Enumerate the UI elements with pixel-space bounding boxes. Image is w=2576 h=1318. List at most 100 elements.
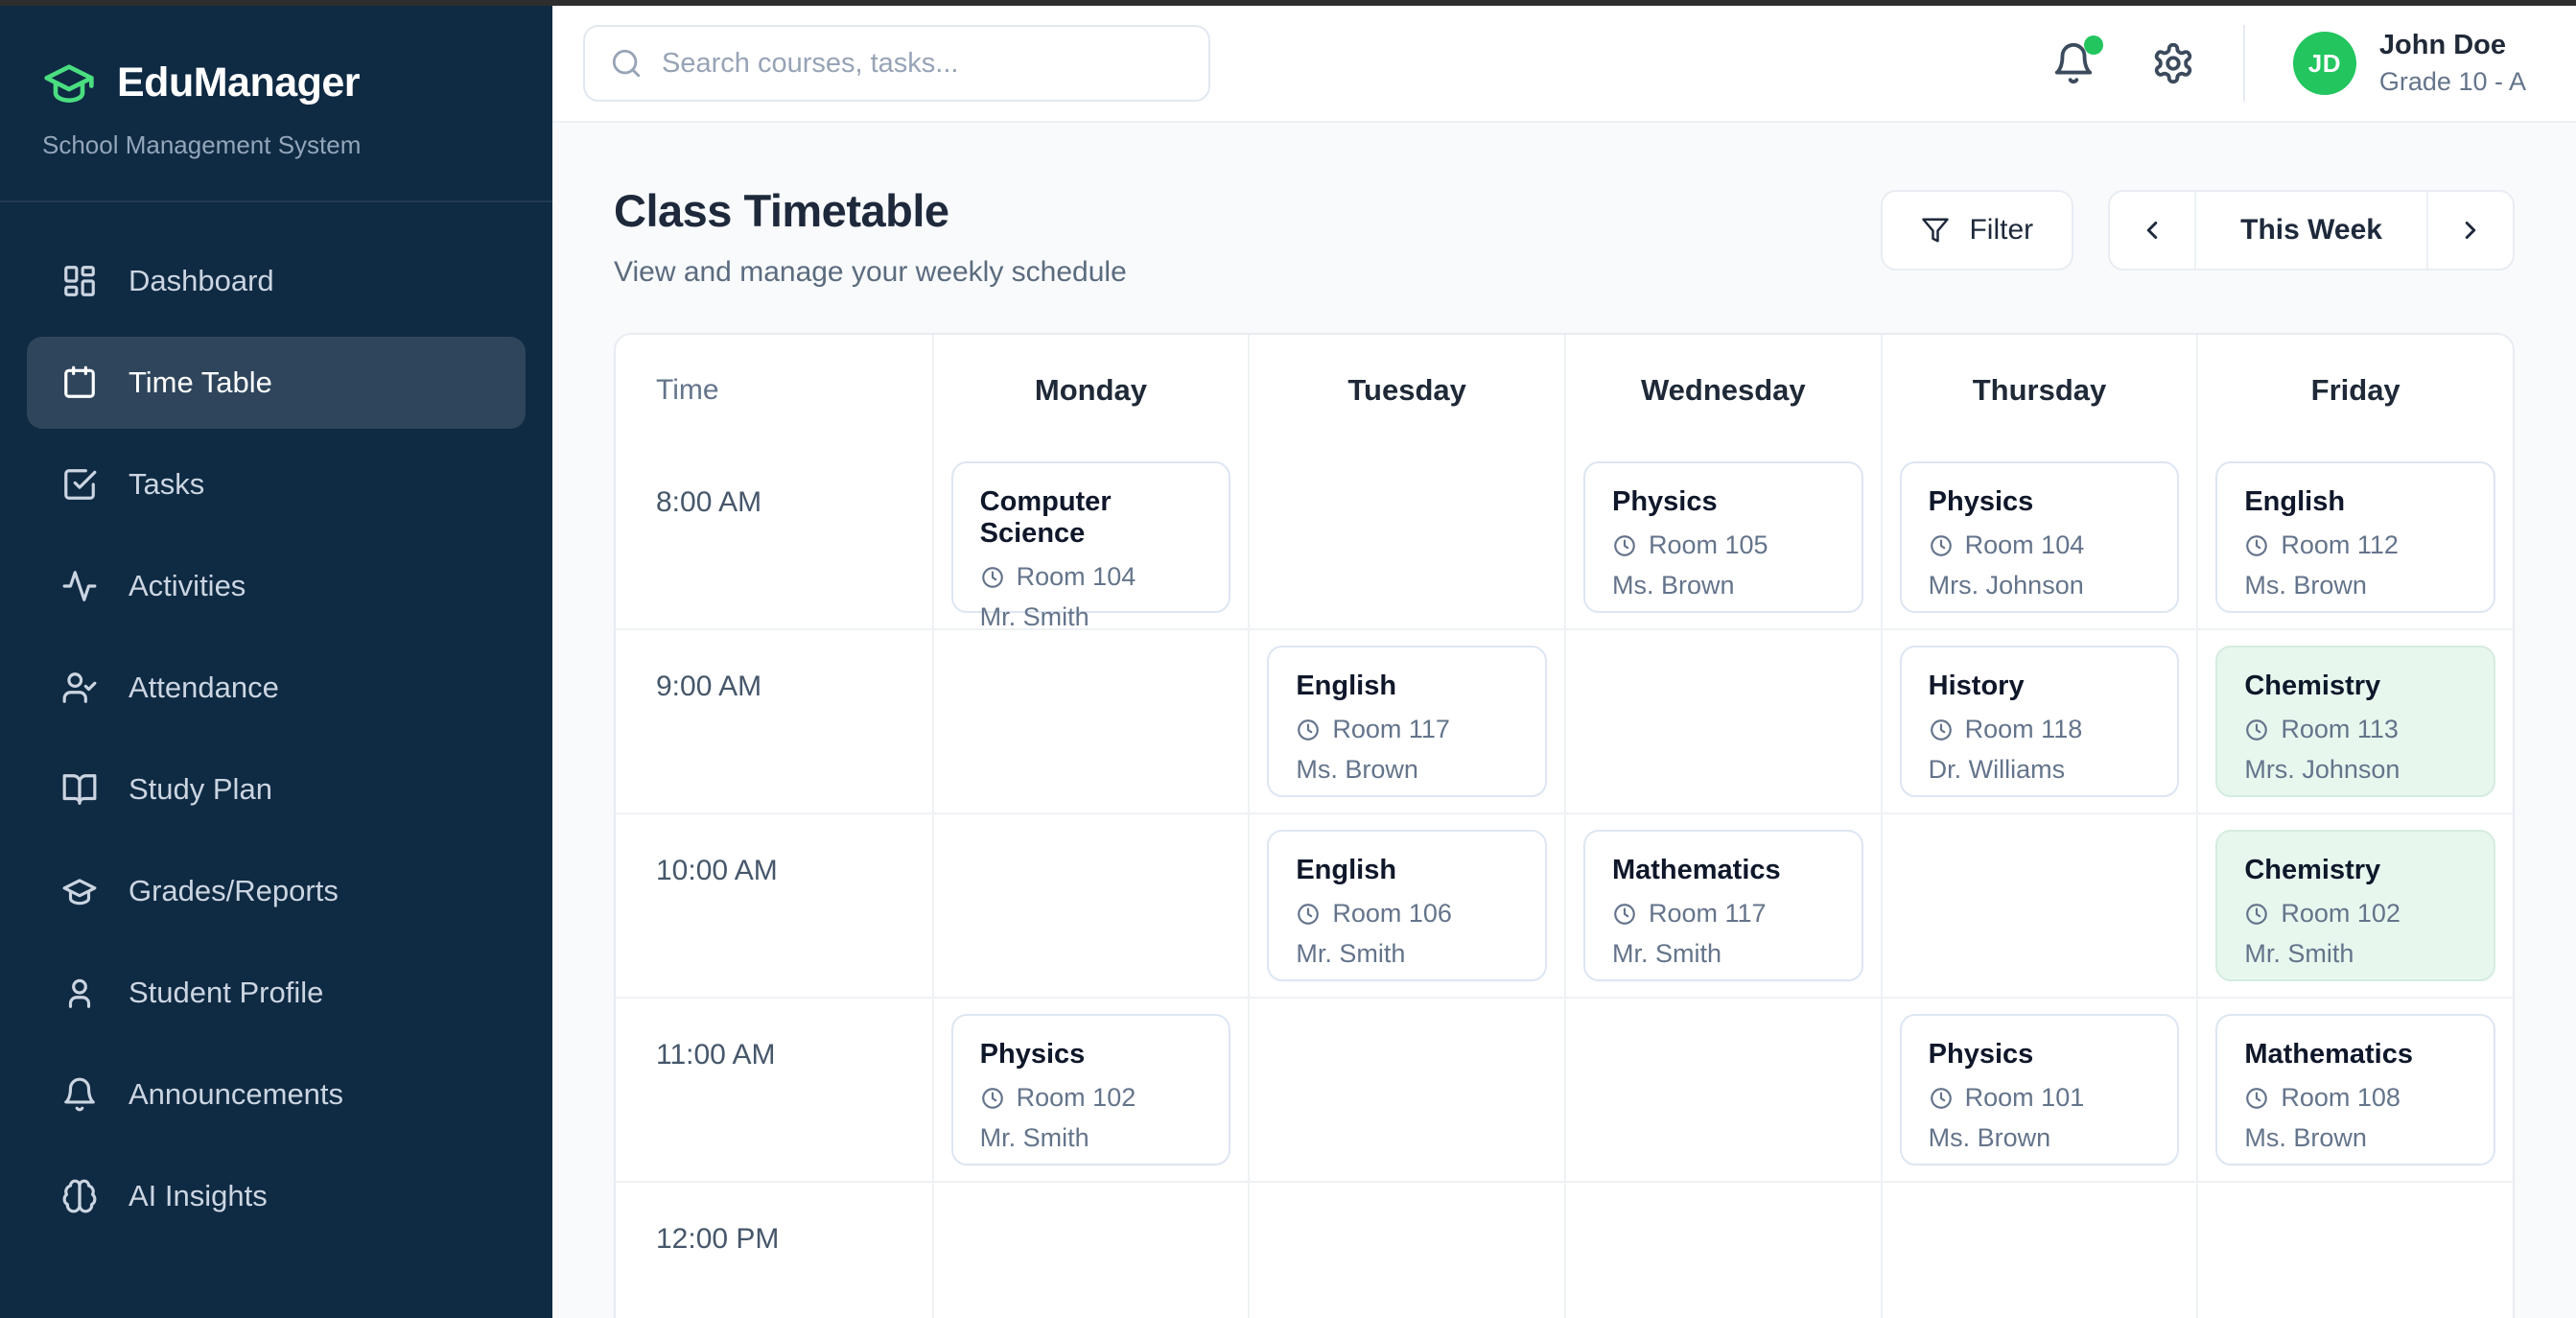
time-label: 9:00 AM bbox=[656, 671, 762, 702]
class-room: Room 104 bbox=[1016, 562, 1136, 591]
timetable-row: 11:00 AM Physics Room 102 Mr. Smith Physics R… bbox=[616, 997, 2513, 1181]
timetable-cell bbox=[931, 1183, 1249, 1318]
app-title: EduManager bbox=[117, 59, 361, 106]
class-card[interactable]: History Room 118 Dr. Williams bbox=[1899, 646, 2180, 797]
class-card[interactable]: Physics Room 101 Ms. Brown bbox=[1899, 1014, 2180, 1165]
search-icon bbox=[610, 47, 643, 80]
timetable-cell bbox=[1880, 1183, 2197, 1318]
notifications-button[interactable] bbox=[2051, 35, 2103, 85]
class-card[interactable]: Chemistry Room 102 Mr. Smith bbox=[2215, 830, 2495, 981]
class-teacher: Ms. Brown bbox=[1928, 1123, 2051, 1152]
sidebar-item-label: Activities bbox=[129, 569, 246, 602]
class-card[interactable]: Mathematics Room 117 Mr. Smith bbox=[1582, 830, 1863, 981]
page-subtitle: View and manage your weekly schedule bbox=[614, 256, 1127, 288]
class-card[interactable]: English Room 117 Ms. Brown bbox=[1267, 646, 1547, 797]
class-subject: Mathematics bbox=[1611, 855, 1781, 885]
time-label: 10:00 AM bbox=[656, 855, 778, 886]
sidebar-item-attendance[interactable]: Attendance bbox=[27, 642, 526, 734]
sidebar: EduManager School Management System Dash… bbox=[0, 6, 552, 1318]
sidebar-item-label: Attendance bbox=[129, 671, 279, 704]
sidebar-item-student-profile[interactable]: Student Profile bbox=[27, 947, 526, 1039]
top-header: JD John Doe Grade 10 - A bbox=[552, 6, 2576, 123]
class-room: Room 118 bbox=[1964, 715, 2083, 743]
column-header-thursday: Thursday bbox=[1880, 335, 2197, 446]
column-header-friday: Friday bbox=[2196, 335, 2513, 446]
timetable-cell: Physics Room 105 Ms. Brown bbox=[1563, 446, 1881, 628]
clock-icon bbox=[980, 565, 1005, 590]
class-card[interactable]: Physics Room 105 Ms. Brown bbox=[1582, 461, 1863, 613]
timetable-cell: Physics Room 102 Mr. Smith bbox=[931, 999, 1249, 1181]
timetable-cell: English Room 117 Ms. Brown bbox=[1248, 630, 1564, 812]
class-teacher: Dr. Williams bbox=[1928, 755, 2066, 784]
page-controls: Filter This Week bbox=[1881, 190, 2515, 271]
class-card[interactable]: Chemistry Room 113 Mrs. Johnson bbox=[2215, 646, 2495, 797]
class-card[interactable]: Mathematics Room 108 Ms. Brown bbox=[2215, 1014, 2495, 1165]
class-card[interactable]: English Room 112 Ms. Brown bbox=[2215, 461, 2495, 613]
previous-week-button[interactable] bbox=[2110, 192, 2194, 269]
timetable-cell bbox=[1248, 999, 1564, 1181]
page-content: Class Timetable View and manage your wee… bbox=[552, 123, 2576, 1318]
sidebar-item-grades-reports[interactable]: Grades/Reports bbox=[27, 845, 526, 937]
class-card[interactable]: Computer Science Room 104 Mr. Smith bbox=[950, 461, 1231, 631]
next-week-button[interactable] bbox=[2428, 192, 2513, 269]
class-teacher: Mrs. Johnson bbox=[2244, 755, 2400, 784]
class-room: Room 112 bbox=[2281, 530, 2399, 559]
timetable-cell bbox=[1563, 630, 1881, 812]
class-subject: English bbox=[2244, 486, 2346, 517]
week-range-label: This Week bbox=[2194, 192, 2428, 269]
sidebar-nav: Dashboard Time Table Tasks Activities Attend… bbox=[0, 202, 552, 1284]
class-subject: Physics bbox=[1611, 486, 1718, 517]
class-card[interactable]: Physics Room 104 Mrs. Johnson bbox=[1899, 461, 2180, 613]
search-box[interactable] bbox=[583, 25, 1210, 102]
sidebar-item-ai-insights[interactable]: AI Insights bbox=[27, 1150, 526, 1242]
clock-icon bbox=[1296, 902, 1321, 927]
sidebar-item-dashboard[interactable]: Dashboard bbox=[27, 235, 526, 327]
class-subject: Chemistry bbox=[2244, 671, 2381, 701]
page-title: Class Timetable bbox=[614, 185, 949, 236]
clock-icon bbox=[1929, 718, 1954, 742]
settings-button[interactable] bbox=[2151, 41, 2195, 85]
filter-label: Filter bbox=[1969, 214, 2034, 246]
filter-button[interactable]: Filter bbox=[1881, 190, 2074, 271]
timetable-cell bbox=[1880, 814, 2197, 997]
timetable-row: 10:00 AM English Room 106 Mr. Smith Mathemat… bbox=[616, 812, 2513, 997]
class-subject: Physics bbox=[1928, 486, 2034, 517]
sidebar-item-study-plan[interactable]: Study Plan bbox=[27, 743, 526, 836]
chevron-right-icon bbox=[2456, 216, 2485, 245]
timetable-cell: English Room 106 Mr. Smith bbox=[1248, 814, 1564, 997]
sidebar-header: EduManager School Management System bbox=[0, 6, 552, 202]
column-header-tuesday: Tuesday bbox=[1248, 335, 1564, 446]
sidebar-item-label: Dashboard bbox=[129, 264, 274, 297]
class-teacher: Mr. Smith bbox=[1296, 939, 1406, 968]
sidebar-item-label: AI Insights bbox=[129, 1179, 268, 1212]
dashboard-icon bbox=[61, 263, 98, 299]
user-menu[interactable]: JD John Doe Grade 10 - A bbox=[2292, 30, 2526, 97]
class-subject: Chemistry bbox=[2244, 855, 2381, 885]
sidebar-item-tasks[interactable]: Tasks bbox=[27, 438, 526, 530]
clock-icon bbox=[1929, 1086, 1954, 1111]
page-title-block: Class Timetable View and manage your wee… bbox=[614, 184, 1127, 289]
sidebar-item-announcements[interactable]: Announcements bbox=[27, 1048, 526, 1141]
class-card[interactable]: English Room 106 Mr. Smith bbox=[1267, 830, 1547, 981]
user-name: John Doe bbox=[2378, 30, 2507, 60]
class-room: Room 117 bbox=[1648, 899, 1767, 928]
class-room: Room 102 bbox=[2281, 899, 2400, 928]
timetable: Time Monday Tuesday Wednesday Thursday Friday… bbox=[614, 333, 2515, 1318]
class-teacher: Ms. Brown bbox=[1296, 755, 1418, 784]
class-room: Room 117 bbox=[1332, 715, 1450, 743]
sidebar-item-label: Student Profile bbox=[129, 976, 324, 1009]
class-room: Room 104 bbox=[1964, 530, 2085, 559]
sidebar-item-activities[interactable]: Activities bbox=[27, 540, 526, 632]
search-input[interactable] bbox=[662, 47, 1183, 80]
timetable-row: 12:00 PM bbox=[616, 1181, 2513, 1318]
sidebar-item-label: Study Plan bbox=[129, 772, 272, 806]
window-top-edge bbox=[0, 0, 2576, 6]
timetable-cell: Chemistry Room 102 Mr. Smith bbox=[2196, 814, 2513, 997]
sidebar-item-time-table[interactable]: Time Table bbox=[27, 337, 526, 429]
clock-icon bbox=[1612, 533, 1637, 558]
timetable-cell: Mathematics Room 108 Ms. Brown bbox=[2196, 999, 2513, 1181]
app-logo[interactable]: EduManager bbox=[42, 56, 510, 109]
week-navigator: This Week bbox=[2108, 190, 2515, 271]
class-card[interactable]: Physics Room 102 Mr. Smith bbox=[950, 1014, 1231, 1165]
class-teacher: Mr. Smith bbox=[979, 1123, 1089, 1152]
